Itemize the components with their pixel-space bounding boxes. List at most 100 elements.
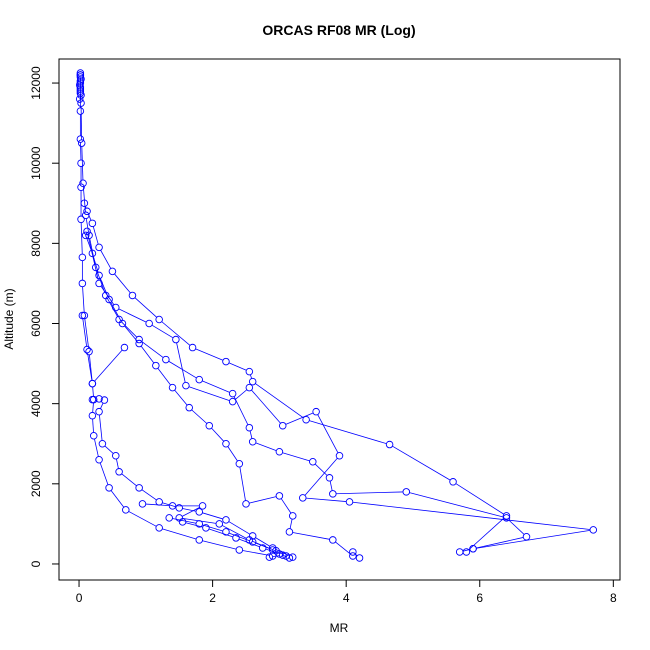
data-point xyxy=(81,231,90,240)
data-point xyxy=(232,534,240,542)
data-point xyxy=(469,544,477,553)
series-segment xyxy=(87,234,99,281)
series-segment xyxy=(188,386,230,401)
series-segment xyxy=(222,525,247,539)
series-segment xyxy=(278,551,284,555)
series-segment xyxy=(185,522,203,528)
data-point xyxy=(215,520,224,528)
data-point xyxy=(85,347,93,356)
series-segment xyxy=(141,489,157,501)
y-tick-label: 8000 xyxy=(29,230,43,257)
data-point xyxy=(195,375,203,384)
series-layer xyxy=(75,69,598,562)
data-point xyxy=(385,440,394,449)
data-point xyxy=(75,95,84,103)
series-segment xyxy=(104,445,114,454)
data-point xyxy=(502,512,511,520)
x-tick-label: 4 xyxy=(343,591,350,605)
data-point xyxy=(88,249,97,258)
series-segment xyxy=(100,285,115,305)
series-segment xyxy=(116,458,119,469)
series-segment xyxy=(118,308,147,323)
data-point xyxy=(355,554,364,562)
data-point xyxy=(258,544,267,552)
data-point xyxy=(222,516,230,524)
data-point xyxy=(76,69,85,77)
x-tick-label: 6 xyxy=(476,591,483,605)
series-segment xyxy=(202,512,223,520)
series-segment xyxy=(81,146,84,180)
series-segment xyxy=(251,389,281,424)
data-point xyxy=(128,291,137,300)
data-point xyxy=(198,502,207,510)
series-segment xyxy=(85,218,89,233)
data-point xyxy=(228,389,237,398)
series-segment xyxy=(329,480,333,491)
y-tick-label: 6000 xyxy=(29,310,43,337)
chart-title: ORCAS RF08 MR (Log) xyxy=(262,22,415,38)
series-segment xyxy=(289,519,293,529)
series-segment xyxy=(234,389,248,400)
data-point xyxy=(182,381,190,390)
data-point xyxy=(77,159,85,167)
data-point xyxy=(325,474,334,482)
data-point xyxy=(76,135,85,143)
series-segment xyxy=(86,238,92,251)
data-point xyxy=(242,500,250,508)
series-segment xyxy=(172,518,197,524)
data-point xyxy=(349,552,357,560)
series-segment xyxy=(202,524,223,532)
data-point xyxy=(589,526,598,534)
series-segment xyxy=(280,498,292,514)
data-point xyxy=(289,512,297,520)
data-point xyxy=(299,494,307,502)
data-point xyxy=(162,355,170,364)
data-point xyxy=(88,219,97,228)
series-segment xyxy=(94,349,123,382)
series-segment xyxy=(82,186,86,213)
series-segment xyxy=(99,462,109,485)
series-segment xyxy=(292,532,330,540)
series-segment xyxy=(110,302,122,321)
data-point xyxy=(202,524,210,532)
series-segment xyxy=(161,321,191,346)
series-segment xyxy=(114,273,131,294)
data-point xyxy=(165,514,173,522)
data-point xyxy=(245,367,254,376)
data-point xyxy=(115,468,123,476)
data-point xyxy=(285,528,294,536)
data-point xyxy=(265,553,274,561)
series-9 xyxy=(78,311,129,388)
series-segment xyxy=(285,412,314,425)
data-point xyxy=(168,502,177,510)
series-segment xyxy=(140,345,155,364)
series-segment xyxy=(174,389,188,406)
data-point xyxy=(76,73,85,81)
data-point xyxy=(168,383,177,392)
data-point xyxy=(235,546,244,554)
series-6 xyxy=(138,500,287,561)
series-1 xyxy=(76,71,277,560)
y-tick-label: 4000 xyxy=(29,390,43,417)
series-segment xyxy=(145,503,170,507)
plot-frame xyxy=(58,58,621,581)
series-segment xyxy=(176,342,186,383)
series-3 xyxy=(81,231,364,562)
series-segment xyxy=(141,341,164,358)
series-2 xyxy=(76,71,531,556)
series-segment xyxy=(134,297,157,318)
series-segment xyxy=(157,367,171,386)
data-point xyxy=(95,279,103,288)
series-segment xyxy=(100,250,112,269)
series-segment xyxy=(476,530,591,549)
series-segment xyxy=(255,383,304,419)
series-4 xyxy=(83,227,598,556)
data-point xyxy=(402,488,411,496)
data-point xyxy=(76,71,85,79)
data-point xyxy=(188,343,197,352)
data-point xyxy=(95,243,103,252)
data-point xyxy=(88,379,97,388)
data-point xyxy=(105,484,113,492)
data-point xyxy=(278,421,287,430)
series-segment xyxy=(233,396,249,425)
